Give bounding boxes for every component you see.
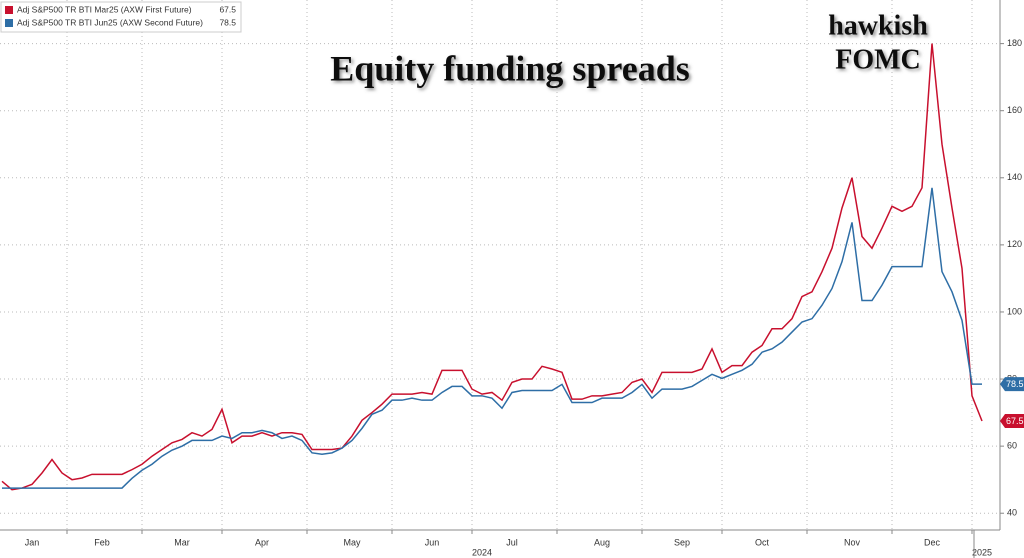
x-tick-label: Jul — [506, 537, 518, 547]
y-tick-label: 160 — [1007, 105, 1022, 115]
x-tick-label: Oct — [755, 537, 770, 547]
annotation: FOMC — [835, 44, 921, 75]
year-label: 2025 — [972, 547, 992, 557]
end-tag — [1000, 413, 1024, 428]
y-tick-label: 100 — [1007, 306, 1022, 316]
grid-layer — [0, 0, 1000, 530]
y-tick-label: 120 — [1007, 239, 1022, 249]
legend-value: 67.5 — [219, 4, 236, 14]
x-tick-label: Jun — [425, 537, 440, 547]
y-tick-label: 180 — [1007, 38, 1022, 48]
x-tick-label: May — [343, 537, 361, 547]
y-tick-label: 60 — [1007, 441, 1017, 451]
legend-label: Adj S&P500 TR BTI Mar25 (AXW First Futur… — [17, 4, 192, 14]
y-tick-label: 140 — [1007, 172, 1022, 182]
legend-swatch — [5, 19, 13, 27]
series-line — [1, 43, 983, 491]
y-tick-label: 40 — [1007, 508, 1017, 518]
series-line — [2, 187, 982, 489]
legend-value: 78.5 — [219, 17, 236, 27]
annotation: hawkish — [828, 10, 928, 41]
x-tick-label: Feb — [94, 537, 110, 547]
x-tick-label: Dec — [924, 537, 941, 547]
year-label: 2024 — [472, 547, 492, 557]
x-tick-label: Apr — [255, 537, 269, 547]
x-tick-label: Sep — [674, 537, 690, 547]
legend-swatch — [5, 6, 13, 14]
x-tick-label: Jan — [25, 537, 40, 547]
x-tick-label: Mar — [174, 537, 190, 547]
legend-box — [0, 1, 242, 33]
legend-label: Adj S&P500 TR BTI Jun25 (AXW Second Futu… — [17, 17, 203, 27]
chart-title: Equity funding spreads — [330, 48, 690, 88]
end-label: 78.5 — [1006, 379, 1024, 389]
end-label: 67.5 — [1006, 416, 1024, 426]
x-tick-label: Nov — [844, 537, 861, 547]
end-tag — [1000, 377, 1024, 392]
x-tick-label: Aug — [594, 537, 610, 547]
